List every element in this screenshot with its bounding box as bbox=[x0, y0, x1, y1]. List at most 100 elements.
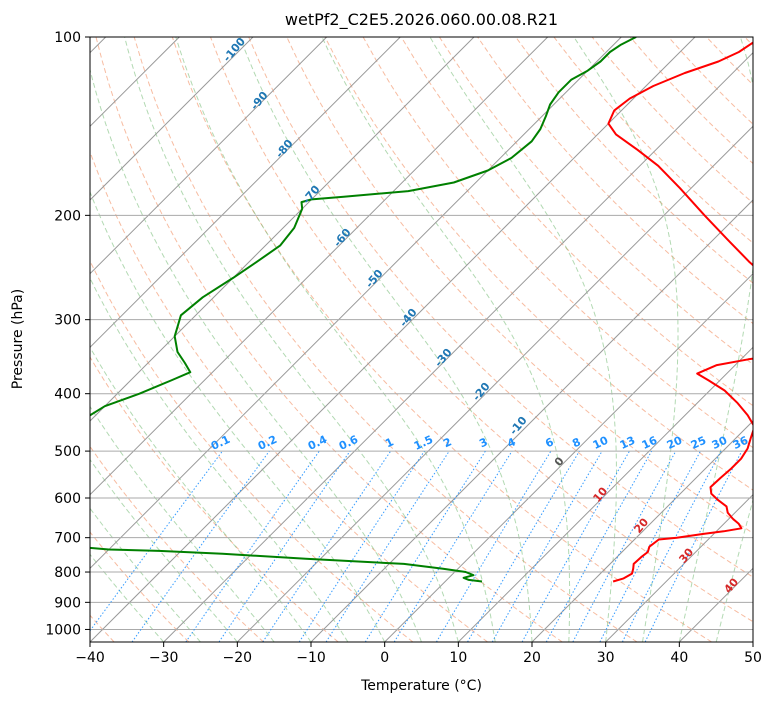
y-tick-label: 900 bbox=[54, 595, 81, 611]
mixing-ratio-label: 16 bbox=[640, 434, 660, 452]
dry-adiabat bbox=[90, 150, 488, 642]
dry-adiabat bbox=[400, 37, 753, 407]
x-tick-label: −10 bbox=[296, 650, 326, 666]
dry-adiabat bbox=[133, 37, 638, 642]
dry-adiabat bbox=[90, 531, 190, 642]
isotherm bbox=[90, 37, 328, 275]
mixing-ratio-line bbox=[572, 450, 677, 642]
dry-adiabat bbox=[95, 37, 563, 642]
x-tick-label: −20 bbox=[223, 650, 253, 666]
isotherm bbox=[90, 37, 401, 349]
isotherm bbox=[90, 37, 622, 570]
mixing-ratio-label: 0.2 bbox=[256, 433, 279, 453]
x-tick-label: 10 bbox=[449, 650, 467, 666]
mixing-ratio-line bbox=[364, 450, 486, 642]
isotherm bbox=[163, 51, 753, 642]
y-tick-label: 500 bbox=[54, 444, 81, 460]
moist-adiabat bbox=[429, 37, 617, 642]
mixing-ratio-label: 0.6 bbox=[337, 433, 360, 453]
isotherm bbox=[310, 199, 753, 642]
dry-adiabat-label: -20 bbox=[470, 380, 493, 404]
mixing-ratio-line bbox=[467, 450, 580, 642]
x-tick-label: 30 bbox=[597, 650, 615, 666]
dry-adiabat-label: -10 bbox=[507, 414, 530, 438]
isotherm bbox=[90, 37, 475, 422]
isotherm bbox=[531, 420, 753, 642]
dry-adiabat-label: 30 bbox=[676, 545, 696, 565]
moist-adiabat bbox=[573, 37, 679, 642]
dry-adiabat bbox=[744, 37, 753, 47]
dry-adiabat bbox=[515, 37, 753, 284]
moist-adiabat bbox=[321, 37, 571, 642]
isotherm bbox=[236, 125, 753, 642]
dry-adiabat-label: -50 bbox=[363, 267, 386, 291]
dry-adiabat-label: 40 bbox=[721, 575, 741, 595]
mixing-ratio-label: 3 bbox=[477, 435, 489, 450]
x-tick-label: 20 bbox=[523, 650, 541, 666]
isotherm bbox=[457, 346, 753, 642]
x-tick-label: 50 bbox=[744, 650, 762, 666]
moist-adiabat bbox=[715, 498, 753, 642]
dry-adiabat bbox=[324, 37, 753, 491]
moist-adiabat bbox=[90, 405, 275, 642]
dry-adiabat-label: -90 bbox=[248, 89, 271, 113]
y-tick-label: 200 bbox=[54, 208, 81, 224]
mixing-ratio-line bbox=[621, 450, 722, 642]
mixing-ratio-label: 30 bbox=[710, 434, 730, 452]
adiabat-labels: -100-90-80-70-60-50-40-30-20-10010203040… bbox=[209, 35, 751, 596]
dry-adiabat-label: -70 bbox=[300, 183, 323, 207]
isotherm bbox=[678, 567, 753, 642]
moist-adiabat bbox=[239, 37, 533, 642]
mixing-ratio-label: 0.4 bbox=[306, 433, 329, 453]
mixing-ratio-line bbox=[521, 450, 630, 642]
dry-adiabat bbox=[90, 356, 339, 642]
y-tick-label: 400 bbox=[54, 387, 81, 403]
dry-adiabat-label: 20 bbox=[631, 515, 651, 535]
dry-adiabat-label: -40 bbox=[397, 306, 420, 330]
isotherm bbox=[752, 641, 753, 642]
mixing-ratio-line bbox=[435, 450, 552, 642]
dry-adiabat bbox=[438, 37, 753, 366]
dry-adiabat-label: 0 bbox=[552, 454, 567, 468]
x-tick-label: −40 bbox=[75, 650, 105, 666]
mixing-ratio-line bbox=[325, 450, 450, 642]
mixing-ratio-label: 1.5 bbox=[412, 433, 435, 453]
y-tick-label: 600 bbox=[54, 491, 81, 507]
moist-adiabat bbox=[678, 37, 753, 642]
isotherm bbox=[90, 37, 254, 201]
y-tick-label: 300 bbox=[54, 313, 81, 329]
mixing-ratio-line bbox=[545, 450, 653, 642]
moist-adiabat bbox=[90, 458, 238, 642]
y-tick-label: 800 bbox=[54, 565, 81, 581]
mixing-ratio-label: 1 bbox=[383, 435, 395, 450]
x-tick-label: −30 bbox=[149, 650, 179, 666]
mixing-ratio-label: 8 bbox=[570, 435, 582, 450]
y-tick-label: 100 bbox=[54, 30, 81, 46]
y-tick-label: 700 bbox=[54, 531, 81, 547]
dry-adiabat bbox=[90, 259, 414, 642]
y-axis-label: Pressure (hPa) bbox=[10, 288, 27, 390]
mixing-ratio-line bbox=[218, 450, 351, 642]
mixing-ratio-line bbox=[131, 450, 270, 642]
dry-adiabat bbox=[706, 37, 753, 86]
mixing-ratio-line bbox=[644, 450, 743, 642]
y-tick-label: 1000 bbox=[45, 622, 81, 638]
isotherm bbox=[605, 493, 753, 642]
mixing-ratio-label: 10 bbox=[591, 434, 611, 452]
mixing-ratio-label: 20 bbox=[665, 434, 685, 452]
mixing-ratio-line bbox=[262, 450, 392, 642]
isotherm bbox=[90, 37, 549, 496]
dry-adiabat-label: 10 bbox=[590, 484, 610, 504]
dry-adiabat-label: -100 bbox=[220, 35, 248, 65]
moist-adiabat bbox=[90, 67, 422, 642]
dry-adiabat bbox=[90, 445, 264, 642]
moist-adiabat bbox=[90, 277, 349, 642]
isotherm bbox=[90, 37, 696, 642]
moist-adiabat bbox=[90, 190, 386, 642]
x-tick-label: 40 bbox=[670, 650, 688, 666]
mixing-ratio-label: 0.1 bbox=[209, 433, 232, 453]
moist-adiabat bbox=[124, 37, 459, 642]
mixing-ratio-line bbox=[393, 450, 513, 642]
x-tick-label: 0 bbox=[380, 650, 389, 666]
